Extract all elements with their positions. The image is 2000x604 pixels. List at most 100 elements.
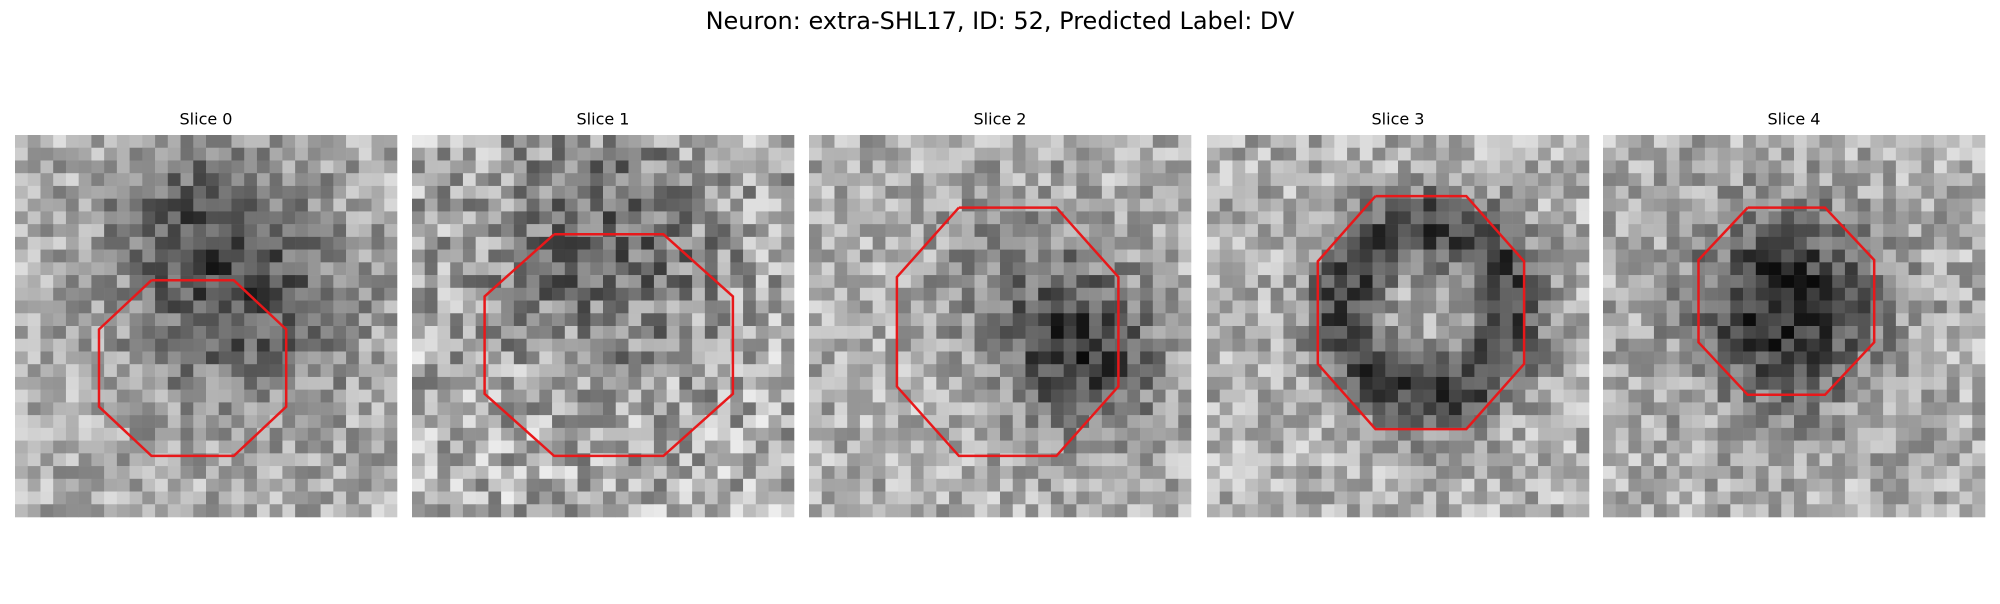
pixel: [104, 326, 118, 340]
pixel: [320, 262, 334, 276]
pixel: [910, 275, 924, 289]
pixel: [91, 198, 105, 212]
pixel: [15, 364, 29, 378]
pixel: [1050, 313, 1064, 327]
pixel: [1114, 173, 1128, 187]
pixel: [1283, 402, 1297, 416]
pixel: [462, 211, 476, 225]
pixel: [116, 313, 130, 327]
pixel: [1946, 313, 1960, 327]
pixel: [1679, 326, 1693, 340]
pixel: [513, 185, 527, 199]
pixel: [552, 198, 566, 212]
pixel: [27, 453, 41, 467]
pixel: [15, 504, 29, 518]
pixel: [218, 427, 232, 441]
pixel: [1359, 389, 1373, 403]
pixel: [1844, 262, 1858, 276]
pixel: [244, 453, 258, 467]
pixel: [1653, 504, 1667, 518]
pixel: [1806, 364, 1820, 378]
pixel: [40, 275, 54, 289]
pixel: [231, 249, 245, 263]
pixel: [821, 504, 835, 518]
pixel: [552, 402, 566, 416]
pixel: [1628, 504, 1642, 518]
pixel: [987, 147, 1001, 161]
pixel: [65, 287, 79, 301]
pixel: [1127, 236, 1141, 250]
pixel: [821, 135, 835, 149]
pixel: [1385, 313, 1399, 327]
pixel: [295, 338, 309, 352]
pixel: [1576, 402, 1590, 416]
pixel: [641, 313, 655, 327]
pixel: [307, 402, 321, 416]
pixel: [1730, 478, 1744, 492]
pixel: [936, 453, 950, 467]
pixel: [1717, 275, 1731, 289]
pixel: [501, 198, 515, 212]
pixel: [809, 135, 823, 149]
pixel: [821, 478, 835, 492]
pixel: [206, 478, 220, 492]
pixel: [1050, 440, 1064, 454]
pixel: [1666, 389, 1680, 403]
pixel: [206, 389, 220, 403]
pixel: [539, 402, 553, 416]
pixel: [1423, 427, 1437, 441]
pixel: [1538, 160, 1552, 174]
pixel: [679, 389, 693, 403]
pixel: [1038, 478, 1052, 492]
pixel: [384, 415, 398, 429]
pixel: [1219, 275, 1233, 289]
pixel: [1423, 389, 1437, 403]
pixel: [53, 453, 67, 467]
pixel: [1219, 262, 1233, 276]
pixel: [501, 351, 515, 365]
pixel: [155, 249, 169, 263]
pixel: [603, 287, 617, 301]
pixel: [1972, 415, 1986, 429]
pixel: [1063, 351, 1077, 365]
pixel: [847, 185, 861, 199]
pixel: [206, 504, 220, 518]
pixel: [295, 351, 309, 365]
pixel: [320, 351, 334, 365]
pixel: [1461, 466, 1475, 480]
pixel: [1704, 415, 1718, 429]
pixel: [1487, 326, 1501, 340]
pixel: [1219, 160, 1233, 174]
pixel: [513, 338, 527, 352]
pixel: [1359, 173, 1373, 187]
pixel: [256, 376, 270, 390]
pixel: [1000, 313, 1014, 327]
pixel: [1692, 466, 1706, 480]
pixel: [1550, 440, 1564, 454]
pixel: [1844, 313, 1858, 327]
pixel: [692, 147, 706, 161]
pixel: [1883, 135, 1897, 149]
pixel: [717, 185, 731, 199]
pixel: [1563, 198, 1577, 212]
pixel: [653, 326, 667, 340]
pixel: [320, 287, 334, 301]
pixel: [1178, 198, 1192, 212]
pixel: [936, 504, 950, 518]
pixel: [1563, 478, 1577, 492]
pixel: [1283, 351, 1297, 365]
pixel: [1768, 300, 1782, 314]
pixel: [1359, 504, 1373, 518]
pixel: [653, 300, 667, 314]
pixel: [256, 427, 270, 441]
pixel: [577, 427, 591, 441]
pixel: [1946, 160, 1960, 174]
pixel: [295, 466, 309, 480]
pixel: [641, 275, 655, 289]
pixel: [167, 313, 181, 327]
pixel: [371, 135, 385, 149]
pixel: [1512, 453, 1526, 467]
pixel: [1398, 402, 1412, 416]
pixel: [1666, 287, 1680, 301]
pixel: [974, 415, 988, 429]
